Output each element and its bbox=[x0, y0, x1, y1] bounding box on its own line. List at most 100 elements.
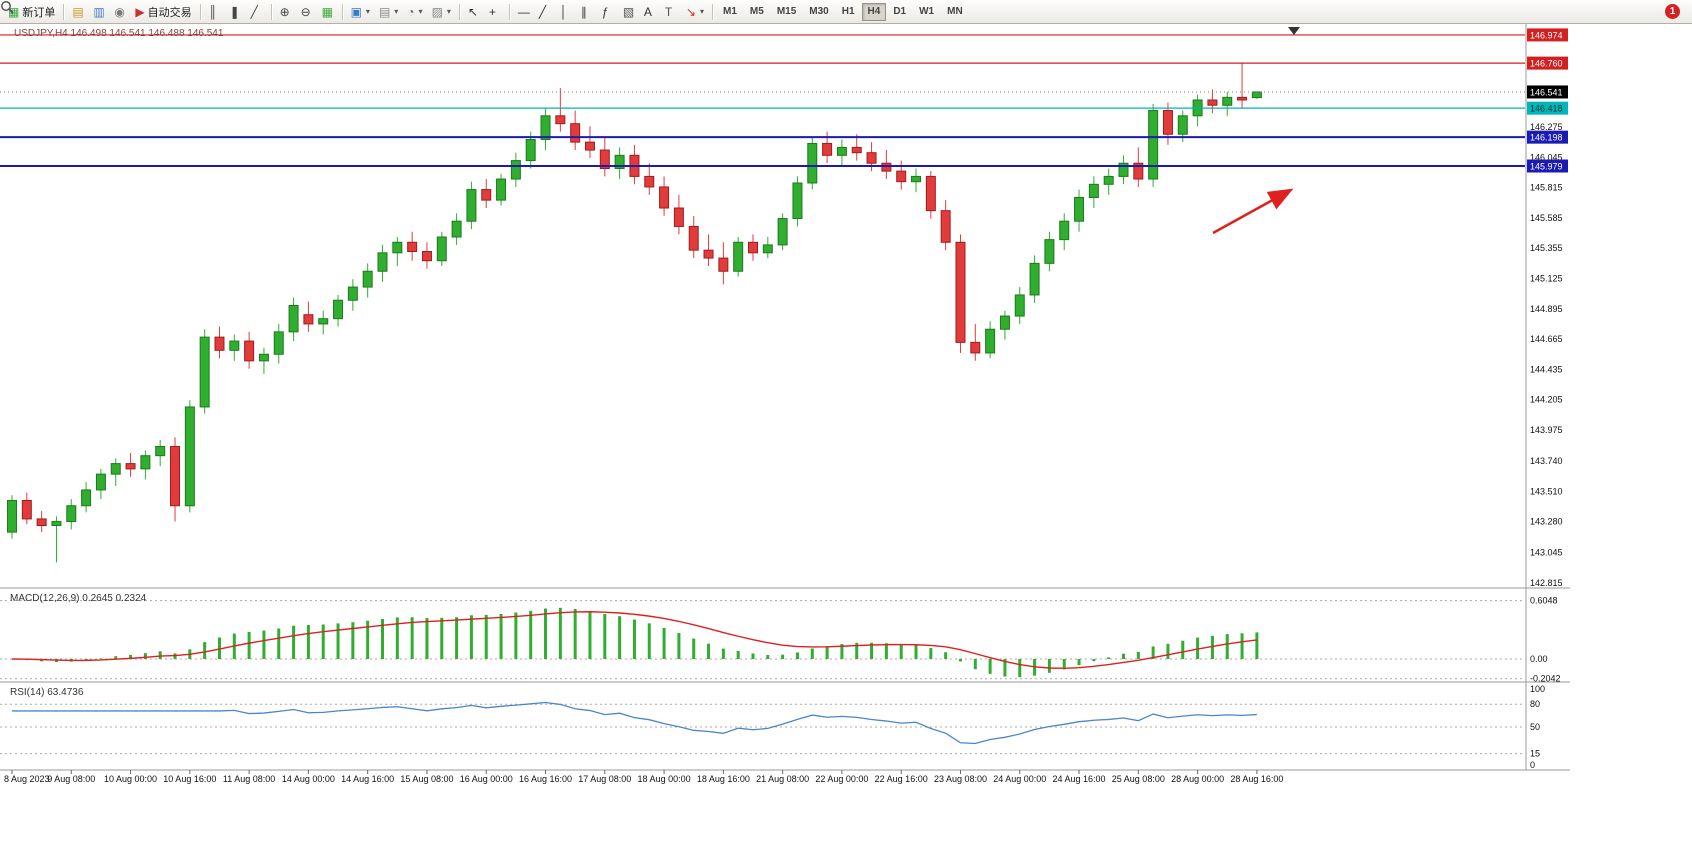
main-toolbar: ▦ 新订单 ▤ ▥ ◉ ▶ 自动交易 ║ ❚ ╱ ⊕ ⊖ ▦ ▣ ▾ ▤ ▾ ◔ ▾ ▨ ▾ ↖ + ― ╱ │ ∥ ƒ ▧ A T ↘ ▾ M1… bbox=[0, 0, 1692, 24]
svg-text:50: 50 bbox=[1530, 722, 1540, 732]
crosshair-icon: + bbox=[488, 4, 496, 19]
timeframe-m1-button[interactable]: M1 bbox=[723, 6, 737, 17]
svg-text:143.975: 143.975 bbox=[1530, 425, 1563, 435]
chart-window: USDJPY,H4 146.498 146.541 146.488 146.54… bbox=[0, 24, 1692, 853]
bar-chart-button[interactable]: ║ bbox=[205, 2, 225, 22]
current-price-label: 146.541 bbox=[1527, 85, 1568, 99]
timeframe-d1-button[interactable]: D1 bbox=[893, 6, 907, 17]
candlestick-button[interactable]: ❚ bbox=[226, 2, 246, 22]
tile-windows-button[interactable]: ▦ bbox=[318, 2, 338, 22]
timeframe-h4-button[interactable]: H4 bbox=[861, 2, 887, 21]
hline-icon: ― bbox=[517, 4, 530, 19]
symbol-ohlc-header: USDJPY,H4 146.498 146.541 146.488 146.54… bbox=[14, 28, 224, 39]
macd-signal-line bbox=[11, 611, 1257, 669]
navigator-icon: ◉ bbox=[114, 4, 125, 19]
timeframe-h1-button[interactable]: H1 bbox=[841, 6, 855, 17]
hline-price-label: 145.979 bbox=[1527, 159, 1568, 173]
notification-badge[interactable]: 1 bbox=[1665, 4, 1680, 19]
channel-button[interactable]: ∥ bbox=[577, 2, 597, 22]
svg-text:15: 15 bbox=[1530, 749, 1540, 759]
rsi-indicator-label: RSI(14) 63.4736 bbox=[10, 687, 84, 698]
label-button[interactable]: T bbox=[661, 2, 681, 22]
vline-button[interactable]: │ bbox=[556, 2, 576, 22]
timeframe-w1-button[interactable]: W1 bbox=[919, 6, 935, 17]
shapes-button[interactable]: ▧ bbox=[619, 2, 639, 22]
zoom-out-button[interactable]: ⊖ bbox=[297, 2, 317, 22]
rsi-level-lines: 100 80 50 150 bbox=[0, 684, 1545, 770]
zoom-out-icon: ⊖ bbox=[300, 4, 311, 19]
toolbar-separator bbox=[458, 3, 460, 20]
label-icon: T bbox=[664, 4, 673, 19]
new-order-icon: ▦ bbox=[8, 4, 20, 19]
svg-text:16 Aug 00:00: 16 Aug 00:00 bbox=[460, 774, 513, 784]
fibonacci-button[interactable]: ƒ bbox=[598, 2, 618, 22]
svg-text:146.541: 146.541 bbox=[1530, 87, 1563, 97]
templates-button[interactable]: ▨ ▾ bbox=[428, 2, 455, 22]
arrows-icon: ↘ bbox=[685, 4, 696, 19]
svg-text:22 Aug 00:00: 22 Aug 00:00 bbox=[815, 774, 868, 784]
annotation-arrow[interactable] bbox=[1212, 188, 1294, 235]
price-axis-labels: 146.275 146.045 145.815 145.585 145.355 145.1… bbox=[1530, 122, 1563, 588]
timeframe-m30-button[interactable]: M30 bbox=[809, 6, 829, 17]
macd-level-lines: 0.6048 0.00 -0.2042 bbox=[0, 596, 1561, 684]
profiles-button[interactable]: ▤ ▾ bbox=[375, 2, 402, 22]
new-order-button-label: 新订单 bbox=[22, 6, 56, 19]
text-button[interactable]: A bbox=[640, 2, 660, 22]
market-watch-button[interactable]: ▥ bbox=[89, 2, 109, 22]
autotrading-button[interactable]: ▶ 自动交易 bbox=[131, 2, 195, 22]
chevron-down-icon: ▾ bbox=[365, 7, 370, 16]
toolbar-separator bbox=[712, 3, 713, 20]
hline-button[interactable]: ― bbox=[514, 2, 534, 22]
svg-text:100: 100 bbox=[1530, 684, 1545, 694]
svg-text:22 Aug 16:00: 22 Aug 16:00 bbox=[875, 774, 928, 784]
panel-separators bbox=[0, 24, 1570, 771]
svg-text:0: 0 bbox=[1530, 760, 1535, 770]
svg-text:18 Aug 16:00: 18 Aug 16:00 bbox=[697, 774, 750, 784]
svg-text:0.00: 0.00 bbox=[1530, 654, 1548, 664]
new-chart-icon: ▣ bbox=[350, 4, 362, 19]
timeframe-m5-button[interactable]: M5 bbox=[749, 6, 764, 17]
svg-text:10 Aug 16:00: 10 Aug 16:00 bbox=[163, 774, 216, 784]
svg-text:144.895: 144.895 bbox=[1530, 304, 1563, 314]
arrows-button[interactable]: ↘ ▾ bbox=[682, 2, 708, 22]
new-order-button[interactable]: ▦ 新订单 bbox=[4, 2, 59, 22]
hline-price-label: 146.418 bbox=[1527, 101, 1568, 115]
macd-indicator-label: MACD(12,26,9) 0.2645 0.2324 bbox=[10, 593, 147, 604]
periods-icon: ◔ bbox=[407, 4, 415, 19]
market-watch-icon: ▥ bbox=[93, 4, 105, 19]
svg-text:21 Aug 08:00: 21 Aug 08:00 bbox=[756, 774, 809, 784]
svg-text:143.510: 143.510 bbox=[1530, 486, 1563, 496]
toolbar-separator bbox=[508, 3, 510, 20]
svg-text:15 Aug 08:00: 15 Aug 08:00 bbox=[400, 774, 453, 784]
crosshair-button[interactable]: + bbox=[485, 2, 505, 22]
toolbar-separator bbox=[270, 3, 272, 20]
horizontal-price-lines[interactable]: 146.974 146.760 146.418 146.198 145.979 146.5… bbox=[0, 28, 1568, 173]
rsi-line bbox=[12, 701, 1257, 745]
svg-text:11 Aug 08:00: 11 Aug 08:00 bbox=[223, 774, 275, 784]
timeframe-mn-button[interactable]: MN bbox=[947, 6, 963, 17]
cursor-button[interactable]: ↖ bbox=[464, 2, 484, 22]
toolbar-right-cluster: 1 bbox=[1, 1, 1688, 22]
svg-text:14 Aug 16:00: 14 Aug 16:00 bbox=[341, 774, 394, 784]
toolbar-separator bbox=[341, 3, 343, 20]
chart-canvas[interactable]: 146.275 146.045 145.815 145.585 145.355 145.1… bbox=[0, 24, 1692, 853]
svg-text:146.045: 146.045 bbox=[1530, 152, 1563, 162]
svg-text:146.974: 146.974 bbox=[1530, 30, 1563, 40]
new-chart-button[interactable]: ▣ ▾ bbox=[347, 2, 374, 22]
svg-text:-0.2042: -0.2042 bbox=[1530, 674, 1561, 684]
chart-profiles-button[interactable]: ▤ bbox=[68, 2, 88, 22]
svg-text:8 Aug 2023: 8 Aug 2023 bbox=[4, 774, 50, 784]
line-chart-button[interactable]: ╱ bbox=[247, 2, 267, 22]
svg-text:9 Aug 08:00: 9 Aug 08:00 bbox=[47, 774, 95, 784]
profiles-icon: ▤ bbox=[378, 4, 391, 19]
svg-text:16 Aug 16:00: 16 Aug 16:00 bbox=[519, 774, 572, 784]
trendline-button[interactable]: ╱ bbox=[535, 2, 555, 22]
navigator-button[interactable]: ◉ bbox=[110, 2, 130, 22]
tile-windows-icon: ▦ bbox=[321, 4, 333, 19]
timeframe-m15-button[interactable]: M15 bbox=[776, 6, 797, 17]
periods-button[interactable]: ◔ ▾ bbox=[403, 2, 426, 22]
chart-shift-marker[interactable] bbox=[1288, 27, 1300, 35]
zoom-in-button[interactable]: ⊕ bbox=[276, 2, 296, 22]
search-button[interactable] bbox=[1, 1, 1658, 22]
